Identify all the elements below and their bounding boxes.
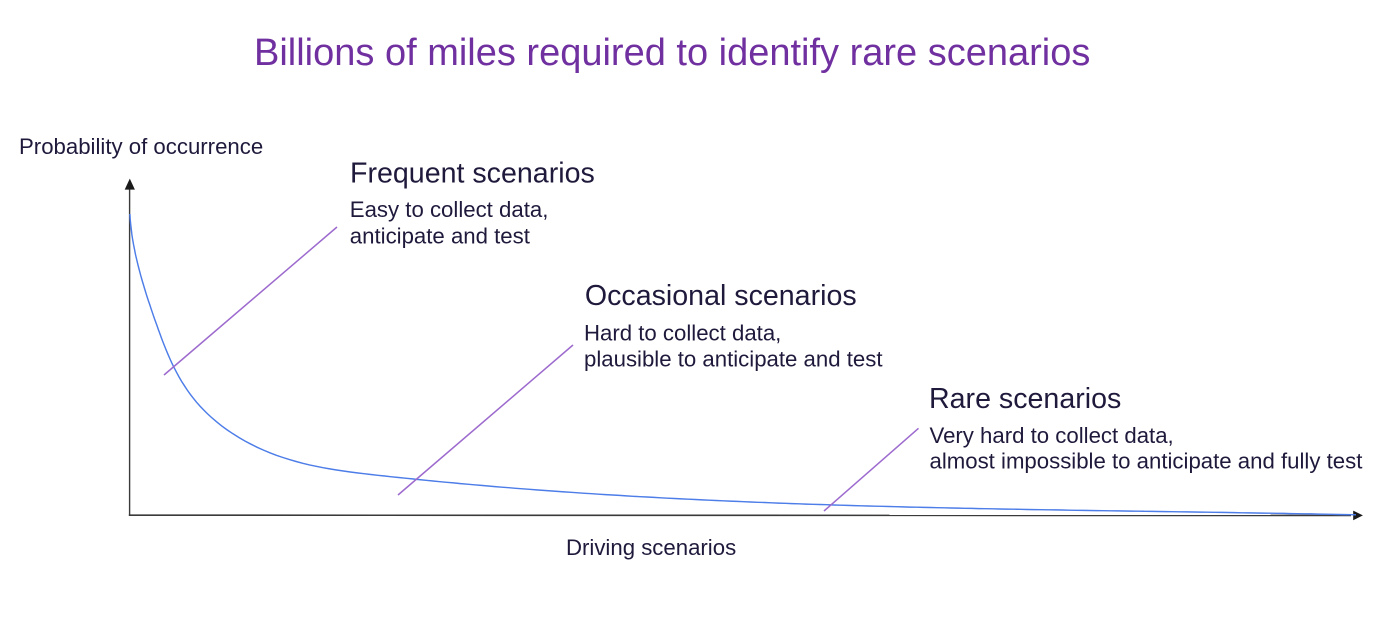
svg-text:Rare scenarios: Rare scenarios	[929, 383, 1121, 415]
svg-text:Driving scenarios: Driving scenarios	[566, 535, 736, 560]
svg-text:almost impossible to anticipat: almost impossible to anticipate and full…	[930, 449, 1363, 474]
svg-text:Occasional scenarios: Occasional scenarios	[585, 280, 857, 312]
svg-text:Billions of miles required to: Billions of miles required to identify r…	[254, 32, 1090, 74]
svg-text:Frequent scenarios: Frequent scenarios	[350, 158, 595, 190]
svg-text:anticipate and test: anticipate and test	[350, 223, 530, 248]
svg-text:Easy to collect data,: Easy to collect data,	[350, 197, 549, 222]
svg-text:Hard to collect data,: Hard to collect data,	[584, 320, 781, 345]
svg-text:Very hard to collect data,: Very hard to collect data,	[930, 423, 1174, 448]
svg-text:plausible to anticipate and te: plausible to anticipate and test	[584, 347, 883, 372]
svg-text:Probability of occurrence: Probability of occurrence	[19, 134, 263, 159]
